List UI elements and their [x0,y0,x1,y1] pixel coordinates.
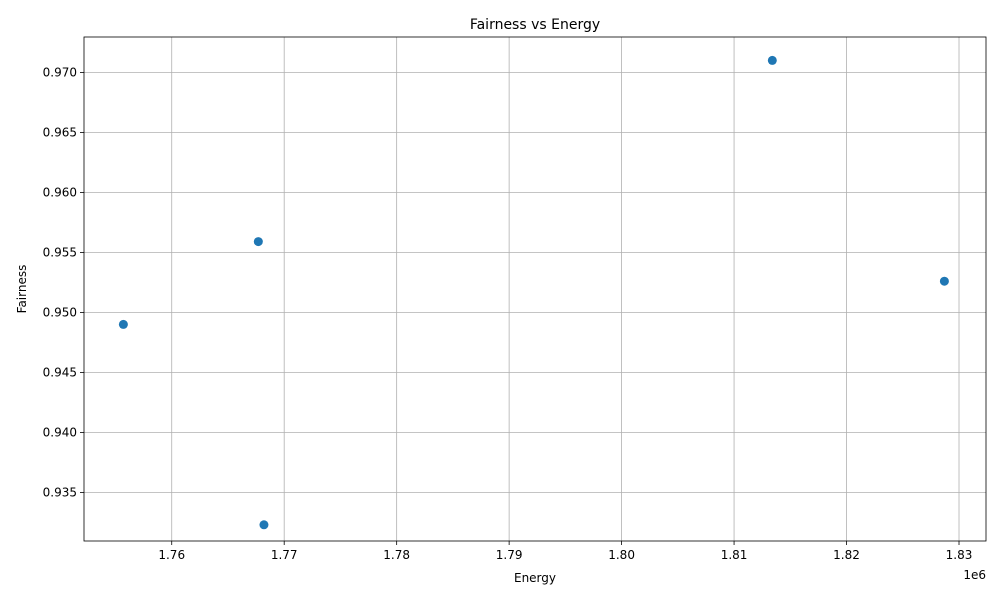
data-point [118,319,128,329]
y-tick-label: 0.945 [43,365,77,379]
y-tick-label: 0.940 [43,425,77,439]
grid [84,37,986,541]
x-tick-label: 1.83 [946,548,973,562]
y-tick-label: 0.950 [43,305,77,319]
y-tick-label: 0.955 [43,245,77,259]
x-tick-label: 1.78 [383,548,410,562]
chart-title: Fairness vs Energy [470,17,600,33]
x-tick-label: 1.76 [158,548,185,562]
plot-frame [83,36,987,542]
axis-ticks: 1.76 1.77 1.78 1.79 1.80 1.81 1.82 1.83 0.935 0.9… [43,65,973,562]
x-tick-label: 1.80 [608,548,635,562]
y-axis-label: Fairness [15,265,29,314]
x-tick-label: 1.81 [721,548,748,562]
x-tick-label: 1.79 [496,548,523,562]
data-point [767,55,777,65]
x-axis-label: Energy [514,571,556,585]
x-tick-label: 1.82 [833,548,860,562]
y-tick-label: 0.960 [43,185,77,199]
y-tick-label: 0.935 [43,485,77,499]
y-tick-label: 0.965 [43,125,77,139]
data-points [118,55,949,530]
x-tick-label: 1.77 [271,548,298,562]
data-point [259,520,269,530]
data-point [253,237,263,247]
data-point [939,276,949,286]
x-axis-offset-label: 1e6 [963,568,986,582]
y-tick-label: 0.970 [43,65,77,79]
